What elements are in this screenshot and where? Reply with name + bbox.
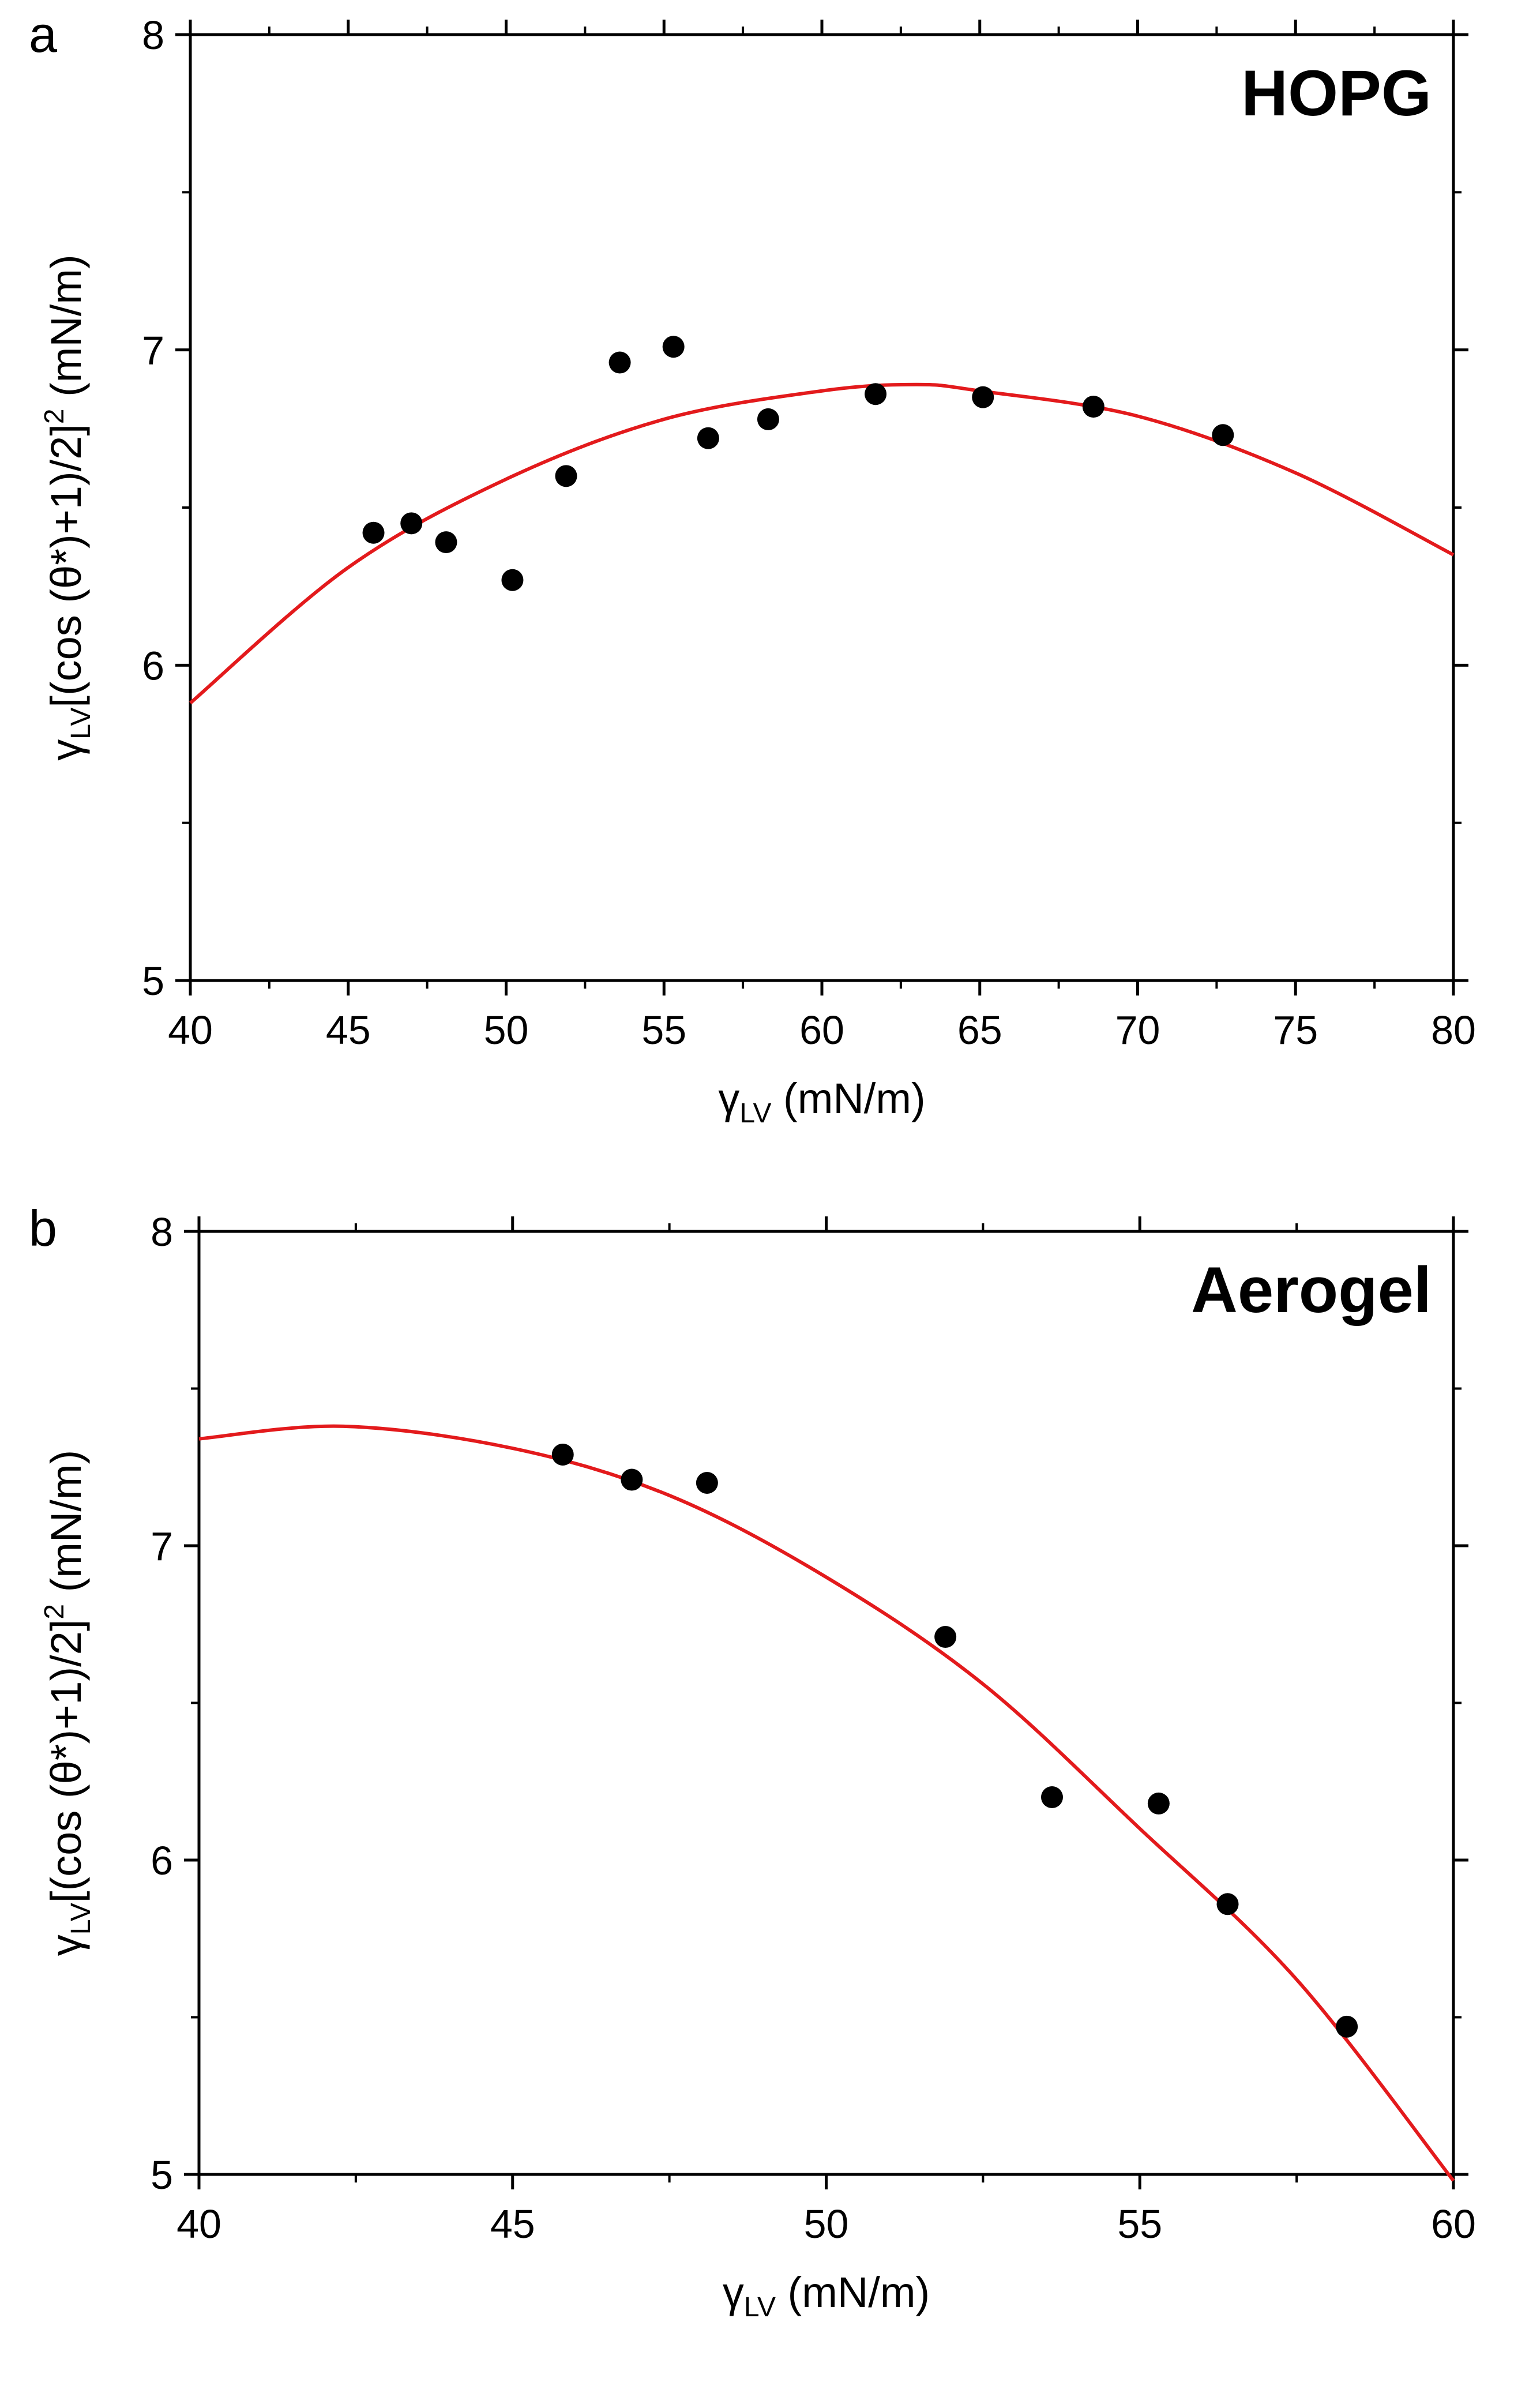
y-tick-label: 5 xyxy=(151,2152,173,2197)
x-axis-symbol-b: γ xyxy=(723,2268,744,2316)
x-tick-label: 55 xyxy=(641,1008,686,1053)
data-point xyxy=(697,427,719,449)
x-tick-label: 70 xyxy=(1115,1008,1160,1053)
panel-letter-a: a xyxy=(29,6,57,63)
data-point xyxy=(555,465,577,487)
x-tick-label: 45 xyxy=(490,2202,535,2247)
data-point xyxy=(435,531,457,554)
x-axis-sub-a: LV xyxy=(739,1098,771,1129)
data-point xyxy=(1212,424,1234,446)
data-point xyxy=(972,386,994,408)
y-axis-sup-b: 2 xyxy=(39,1604,70,1620)
data-point xyxy=(696,1472,718,1494)
y-axis-sub-a: LV xyxy=(66,708,96,739)
y-axis-symbol-a: γ xyxy=(42,739,90,761)
y-tick-label: 6 xyxy=(151,1838,173,1883)
x-tick-label: 40 xyxy=(176,2202,221,2247)
y-tick-label: 7 xyxy=(142,328,164,373)
x-tick-label: 45 xyxy=(326,1008,371,1053)
tick-marks-b xyxy=(184,1216,1468,2189)
tick-labels-a: 40 45 50 55 60 65 70 75 80 5 6 7 8 xyxy=(142,13,1476,1053)
data-point xyxy=(1082,396,1104,418)
data-point xyxy=(621,1468,643,1491)
y-axis-sup-a: 2 xyxy=(39,408,70,424)
data-point xyxy=(501,569,524,591)
y-axis-title-b: γLV[(cos (θ*)+1)/2]2 (mN/m) xyxy=(39,1450,96,1956)
y-tick-label: 7 xyxy=(151,1524,173,1569)
x-tick-label: 60 xyxy=(1431,2202,1476,2247)
x-axis-unit-a: (mN/m) xyxy=(772,1075,926,1122)
y-axis-unit-a: (mN/m) xyxy=(42,254,90,408)
tick-labels-b: 40 45 50 55 60 5 6 7 8 xyxy=(151,1209,1476,2247)
x-axis-title-a: γLV (mN/m) xyxy=(718,1075,925,1129)
y-axis-unit-b: (mN/m) xyxy=(42,1450,90,1604)
data-points-b xyxy=(551,1443,1358,2038)
data-point xyxy=(1147,1792,1170,1815)
fit-curve-a xyxy=(189,382,1455,705)
data-point xyxy=(865,383,887,405)
data-point xyxy=(662,336,685,358)
y-tick-label: 8 xyxy=(151,1209,173,1254)
y-tick-label: 5 xyxy=(142,959,164,1004)
plot-frame-a xyxy=(189,33,1455,982)
x-tick-label: 60 xyxy=(799,1008,844,1053)
y-axis-expr-a: [(cos (θ*)+1)/2] xyxy=(42,424,90,707)
data-point xyxy=(1216,1893,1239,1915)
x-tick-label: 55 xyxy=(1117,2202,1162,2247)
data-point xyxy=(400,512,423,535)
data-point xyxy=(608,351,631,374)
y-axis-title-a: γLV[(cos (θ*)+1)/2]2 (mN/m) xyxy=(39,254,96,760)
x-tick-label: 50 xyxy=(484,1008,529,1053)
data-point xyxy=(551,1443,574,1466)
y-tick-label: 6 xyxy=(142,643,164,688)
fit-curve-b xyxy=(198,1424,1455,2182)
plot-frame-b xyxy=(197,1230,1455,2176)
tick-marks-a xyxy=(175,20,1468,995)
data-point xyxy=(934,1626,957,1648)
y-axis-expr-b: [(cos (θ*)+1)/2] xyxy=(42,1620,90,1903)
y-axis-symbol-b: γ xyxy=(42,1934,90,1956)
panel-letter-b: b xyxy=(29,1200,57,1257)
y-tick-label: 8 xyxy=(142,13,164,58)
sample-label-aerogel: Aerogel xyxy=(1191,1254,1432,1326)
y-axis-sub-b: LV xyxy=(66,1903,96,1934)
data-point xyxy=(362,521,385,544)
x-tick-label: 75 xyxy=(1273,1008,1318,1053)
x-tick-label: 40 xyxy=(168,1008,213,1053)
x-axis-title-b: γLV (mN/m) xyxy=(723,2268,930,2323)
x-axis-unit-b: (mN/m) xyxy=(776,2268,930,2316)
sample-label-hopg: HOPG xyxy=(1241,57,1432,129)
data-points-a xyxy=(362,336,1234,591)
x-tick-label: 50 xyxy=(804,2202,849,2247)
data-point xyxy=(1336,2015,1358,2038)
x-tick-label: 80 xyxy=(1431,1008,1476,1053)
x-tick-label: 65 xyxy=(957,1008,1002,1053)
x-axis-symbol-a: γ xyxy=(718,1075,739,1122)
x-axis-sub-b: LV xyxy=(744,2292,776,2323)
data-point xyxy=(1041,1786,1063,1808)
data-point xyxy=(757,408,779,430)
